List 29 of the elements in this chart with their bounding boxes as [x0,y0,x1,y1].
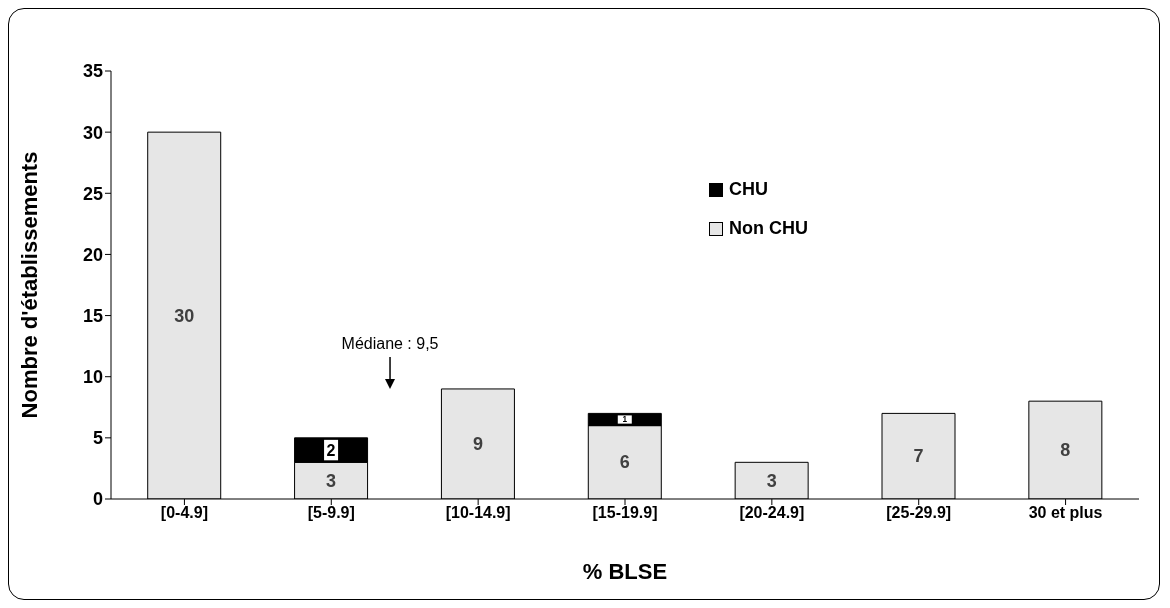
legend-label: CHU [729,179,768,200]
y-tick-label: 0 [92,489,103,510]
x-tick-label: 30 et plus [1028,504,1103,522]
annotation: Médiane : 9,5 [341,334,439,352]
data-label: 2 [326,441,336,459]
data-label: 3 [326,470,337,491]
data-label: 9 [472,433,483,454]
y-tick-label: 25 [82,183,103,204]
data-label: 7 [913,446,924,467]
data-label: 3 [766,470,777,491]
y-tick-label: 35 [82,61,103,82]
x-tick-label: [5-9.9] [307,504,355,522]
data-label: 8 [1060,440,1071,461]
y-tick-label: 10 [82,367,103,388]
x-tick-label: [0-4.9] [160,504,208,522]
x-tick-label: [20-24.9] [739,504,805,522]
y-tick-label: 20 [82,244,103,265]
y-tick-label: 5 [92,428,103,449]
x-tick-label: [10-14.9] [445,504,511,522]
data-label: 30 [174,305,195,326]
x-tick-label: [25-29.9] [886,504,952,522]
y-axis-title: Nombre d'établissements [16,151,42,419]
y-tick-label: 30 [82,122,103,143]
data-label: 6 [619,452,630,473]
y-tick-label: 15 [82,305,103,326]
x-tick-label: [15-19.9] [592,504,658,522]
data-label: 1 [622,415,628,425]
legend-label: Non CHU [729,218,808,239]
x-axis-title: % BLSE [582,559,668,584]
